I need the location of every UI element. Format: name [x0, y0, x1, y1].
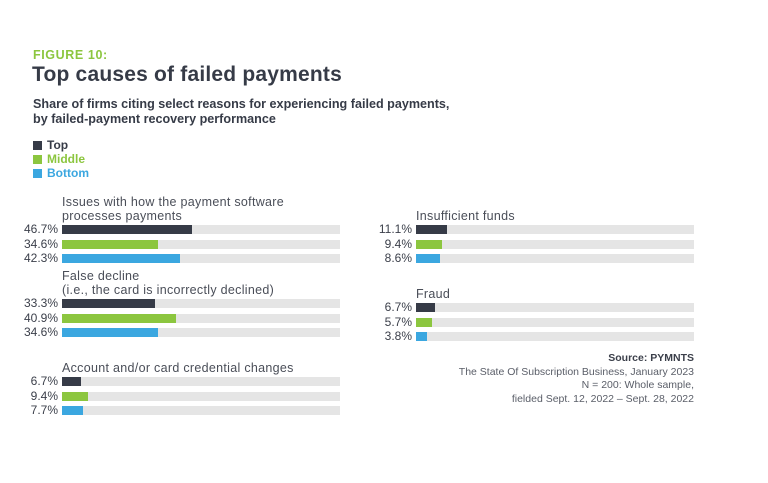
legend-label-middle: Middle	[47, 152, 85, 166]
bar-bottom	[416, 254, 440, 263]
legend-item-top: Top	[33, 138, 89, 152]
bar-top	[416, 303, 435, 312]
chart-title: Top causes of failed payments	[32, 63, 342, 86]
subtitle-line-2: by failed-payment recovery performance	[33, 112, 276, 126]
group-label: Insufficient funds	[416, 209, 694, 223]
group-label: Account and/or card credential changes	[62, 361, 340, 375]
bar-value: 6.7%	[30, 374, 58, 388]
bar-track	[416, 239, 694, 249]
source-note: Source: PYMNTS The State Of Subscription…	[459, 352, 694, 406]
bar-row-top: 11.1%	[354, 223, 694, 238]
bar-group-insufficient-funds: Insufficient funds 11.1% 9.4% 8.6%	[354, 209, 694, 267]
bar-row-bottom: 42.3%	[0, 252, 340, 267]
bar-value: 42.3%	[23, 251, 58, 265]
bar-top	[416, 225, 447, 234]
legend: Top Middle Bottom	[33, 138, 89, 180]
bar-middle	[416, 239, 443, 249]
bar-value: 34.6%	[23, 325, 58, 339]
group-label-line-1: False decline	[62, 269, 140, 283]
source-line-2: N = 200: Whole sample,	[581, 379, 694, 391]
chart-subtitle: Share of firms citing select reasons for…	[33, 97, 513, 127]
bar-row-top: 6.7%	[0, 375, 340, 390]
legend-swatch-bottom	[33, 168, 42, 178]
bar-value: 3.8%	[384, 329, 412, 343]
bar-middle	[62, 391, 89, 401]
group-label-line-1: Account and/or card credential changes	[62, 361, 294, 375]
bar-row-bottom: 8.6%	[354, 252, 694, 267]
bar-track	[62, 406, 340, 415]
bar-value: 34.6%	[23, 236, 58, 251]
group-label-line-2: (i.e., the card is incorrectly declined)	[62, 283, 275, 297]
bar-track	[62, 239, 340, 249]
bar-track	[62, 391, 340, 401]
bar-value: 33.3%	[23, 296, 58, 310]
bar-track	[416, 225, 694, 234]
bar-track	[62, 225, 340, 234]
group-label-line-1: Fraud	[416, 287, 451, 301]
bar-value: 11.1%	[378, 222, 412, 236]
bar-value: 9.4%	[30, 388, 58, 403]
legend-item-middle: Middle	[33, 152, 89, 166]
bar-row-middle: 5.7%	[354, 314, 694, 331]
source-title: Source: PYMNTS	[608, 352, 694, 364]
bar-row-top: 33.3%	[0, 297, 340, 312]
bar-value: 46.7%	[23, 222, 58, 236]
bar-value: 9.4%	[384, 236, 412, 251]
bar-row-top: 46.7%	[0, 223, 340, 238]
source-line-1: The State Of Subscription Business, Janu…	[458, 365, 694, 378]
group-label-line-2: processes payments	[62, 209, 183, 223]
bar-row-bottom: 34.6%	[0, 326, 340, 341]
bar-row-middle: 34.6%	[0, 236, 340, 253]
bar-value: 5.7%	[384, 314, 412, 329]
bar-group-fraud: Fraud 6.7% 5.7% 3.8%	[354, 287, 694, 345]
bar-top	[62, 225, 192, 234]
source-line-3: fielded Sept. 12, 2022 – Sept. 28, 2022	[511, 392, 694, 405]
bar-bottom	[62, 328, 159, 337]
bar-value: 8.6%	[384, 251, 412, 265]
bar-bottom	[416, 332, 427, 341]
bar-value: 7.7%	[30, 403, 58, 417]
bar-group-credential-changes: Account and/or card credential changes 6…	[0, 361, 340, 419]
figure-label: FIGURE 10:	[33, 48, 108, 62]
bar-track	[416, 332, 694, 341]
bar-row-bottom: 7.7%	[0, 404, 340, 419]
legend-swatch-middle	[33, 154, 42, 164]
bar-track	[62, 377, 340, 386]
bar-row-middle: 9.4%	[354, 236, 694, 253]
bar-track	[62, 254, 340, 263]
bar-track	[416, 254, 694, 263]
bar-group-false-decline: False decline (i.e., the card is incorre…	[0, 269, 340, 341]
bar-track	[62, 328, 340, 337]
bar-group-software-issues: Issues with how the payment software pro…	[0, 195, 340, 267]
bar-value: 6.7%	[384, 300, 412, 314]
bar-row-top: 6.7%	[354, 301, 694, 316]
legend-swatch-top	[33, 140, 42, 150]
bar-middle	[416, 317, 432, 327]
bar-top	[62, 377, 81, 386]
subtitle-line-1: Share of firms citing select reasons for…	[33, 97, 450, 111]
bar-middle	[62, 313, 176, 323]
bar-track	[416, 303, 694, 312]
group-label: Issues with how the payment software pro…	[62, 195, 340, 223]
bar-value: 40.9%	[23, 310, 58, 325]
group-label-line-1: Insufficient funds	[416, 209, 515, 223]
bar-row-middle: 40.9%	[0, 310, 340, 327]
bar-row-bottom: 3.8%	[354, 330, 694, 345]
legend-label-top: Top	[47, 138, 69, 152]
legend-label-bottom: Bottom	[47, 166, 89, 180]
group-label-line-1: Issues with how the payment software	[62, 195, 285, 209]
bar-track	[416, 317, 694, 327]
bar-row-middle: 9.4%	[0, 388, 340, 405]
legend-item-bottom: Bottom	[33, 166, 89, 180]
bar-bottom	[62, 254, 180, 263]
group-label: False decline (i.e., the card is incorre…	[62, 269, 340, 297]
bar-track	[62, 299, 340, 308]
group-label: Fraud	[416, 287, 694, 301]
bar-bottom	[62, 406, 84, 415]
bar-middle	[62, 239, 159, 249]
bar-track	[62, 313, 340, 323]
bar-top	[62, 299, 155, 308]
